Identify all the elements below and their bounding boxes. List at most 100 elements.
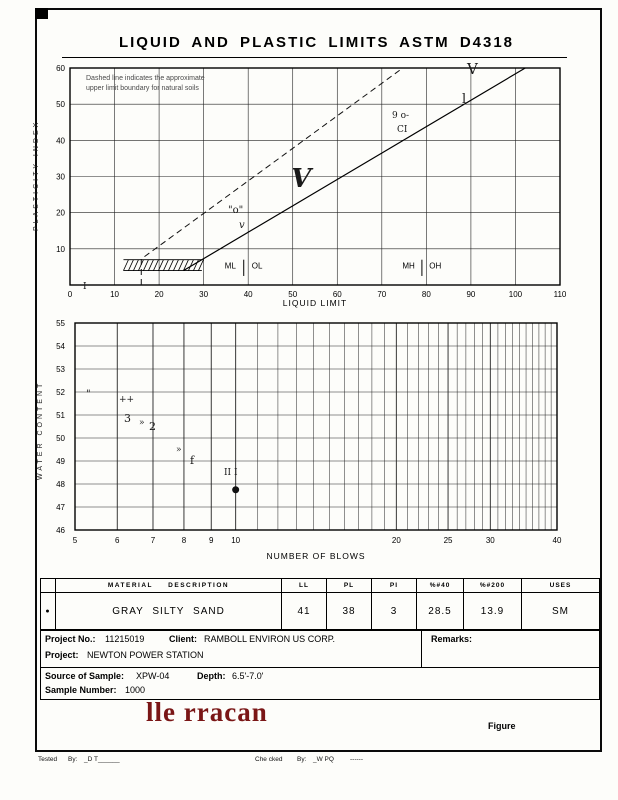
x-tick-label: 8: [182, 536, 187, 545]
hatch-stroke: [193, 259, 199, 271]
project-no-label: Project No.:: [45, 634, 96, 644]
x-tick-label: 30: [486, 536, 495, 545]
chart-note: Dashed line indicates the approximate: [86, 75, 205, 82]
y-tick-label: 40: [56, 136, 65, 145]
x-tick-label: 20: [155, 290, 164, 299]
data-point: [232, 486, 240, 494]
x-tick-label: 7: [151, 536, 156, 545]
y-tick-label: 55: [56, 319, 65, 328]
plasticity-y-axis-label: PLASTICITY INDEX: [33, 119, 40, 231]
u-line: [140, 67, 404, 285]
scan-artifact-mark: II I: [224, 468, 238, 478]
table-header-uses: USES: [521, 579, 599, 593]
table-cell-pct40: 28.5: [416, 593, 463, 629]
x-tick-label: 110: [554, 290, 567, 299]
x-tick-label: 50: [288, 290, 297, 299]
scan-artifact-mark: ++: [119, 395, 135, 405]
scan-artifact-mark: »: [139, 418, 145, 428]
depth-value: 6.5'-7.0': [232, 671, 264, 681]
checked-by-value: _W PQ: [313, 756, 334, 763]
remarks-label: Remarks:: [431, 634, 473, 644]
hatch-stroke: [168, 259, 174, 271]
y-tick-label: 51: [56, 411, 65, 420]
x-tick-label: 9: [209, 536, 214, 545]
hatch-stroke: [128, 259, 134, 271]
zone-label: MH: [402, 262, 415, 271]
chart-note: upper limit boundary for natural soils: [86, 85, 199, 92]
x-tick-label: 6: [115, 536, 120, 545]
table-header-pl: PL: [326, 579, 371, 593]
client-label: Client:: [169, 634, 197, 644]
sample-number-value: 1000: [125, 685, 146, 695]
project-name-value: NEWTON POWER STATION: [87, 650, 204, 660]
scan-artifact-mark: l: [462, 92, 467, 107]
client-value: RAMBOLL ENVIRON US CORP.: [204, 634, 336, 644]
scan-artifact-mark: v: [239, 220, 245, 231]
tested-by-label: By:: [68, 756, 78, 763]
x-tick-label: 20: [392, 536, 401, 545]
x-axis-title: NUMBER OF BLOWS: [266, 551, 365, 561]
source-value: XPW-04: [136, 671, 170, 681]
y-tick-label: 54: [56, 342, 65, 351]
x-tick-label: 100: [509, 290, 523, 299]
hatch-stroke: [148, 259, 154, 271]
remarks-divider: [421, 631, 422, 667]
y-tick-label: 48: [56, 480, 65, 489]
y-tick-label: 47: [56, 503, 65, 512]
y-tick-label: 20: [56, 209, 65, 218]
y-tick-label: 46: [56, 526, 65, 535]
y-tick-label: 53: [56, 365, 65, 374]
table-cell-ll: 41: [281, 593, 326, 629]
x-tick-label: 40: [553, 536, 562, 545]
scan-artifact-mark: 3: [124, 412, 131, 425]
table-header-pct200: %#200: [463, 579, 521, 593]
table-header-bullet: [41, 579, 55, 593]
x-tick-label: 25: [444, 536, 453, 545]
scan-blot: [35, 8, 48, 19]
x-tick-label: 10: [110, 290, 119, 299]
x-axis-title: LIQUID LIMIT: [283, 298, 347, 308]
table-header-pct40: %#40: [416, 579, 463, 593]
project-info-box: Project No.: 11215019 Client: RAMBOLL EN…: [40, 630, 600, 700]
x-tick-label: 60: [333, 290, 342, 299]
scan-artifact-mark: 2: [149, 420, 156, 433]
zone-label: OL: [252, 262, 263, 271]
y-tick-label: 10: [56, 245, 65, 254]
watermark-logo-text: lle rracan: [146, 697, 268, 727]
zone-label: ML: [225, 262, 237, 271]
scan-artifact-mark: f: [190, 454, 195, 467]
x-tick-label: 0: [68, 290, 73, 299]
table-cell-pl: 38: [326, 593, 371, 629]
table-row-bullet: ●: [45, 607, 51, 615]
hatch-stroke: [173, 259, 179, 271]
scan-artifact-mark: V: [467, 60, 478, 78]
y-tick-label: 52: [56, 388, 65, 397]
y-tick-label: 50: [56, 100, 65, 109]
table-header-pi: PI: [371, 579, 416, 593]
scan-artifact-mark: CI: [397, 125, 408, 135]
hatch-stroke: [158, 259, 164, 271]
page-title: LIQUID AND PLASTIC LIMITS ASTM D4318: [118, 34, 515, 51]
hatch-stroke: [123, 259, 129, 271]
hatch-stroke: [163, 259, 169, 271]
tested-label: Tested: [38, 756, 58, 763]
hatch-stroke: [153, 259, 159, 271]
project-no-value: 11215019: [105, 634, 145, 644]
hatch-stroke: [178, 259, 184, 271]
hatch-stroke: [133, 259, 139, 271]
hatch-stroke: [188, 259, 194, 271]
scan-artifact-mark: 9 o-: [392, 111, 410, 121]
plasticity-chart: 0 10 20 30 40 50 60 70 80 90 100 110 10 20 30 40 50 60 ML O…: [56, 64, 567, 308]
x-tick-label: 90: [466, 290, 475, 299]
y-tick-label: 50: [56, 434, 65, 443]
project-label: Project:: [45, 650, 79, 660]
table-cell-uses: SM: [521, 593, 599, 629]
x-tick-label: 10: [231, 536, 240, 545]
table-cell-pi: 3: [371, 593, 416, 629]
x-tick-label: 70: [377, 290, 386, 299]
checked-label: Che cked: [255, 756, 283, 763]
scan-artifact-mark: V: [291, 164, 312, 194]
x-tick-label: 5: [73, 536, 78, 545]
